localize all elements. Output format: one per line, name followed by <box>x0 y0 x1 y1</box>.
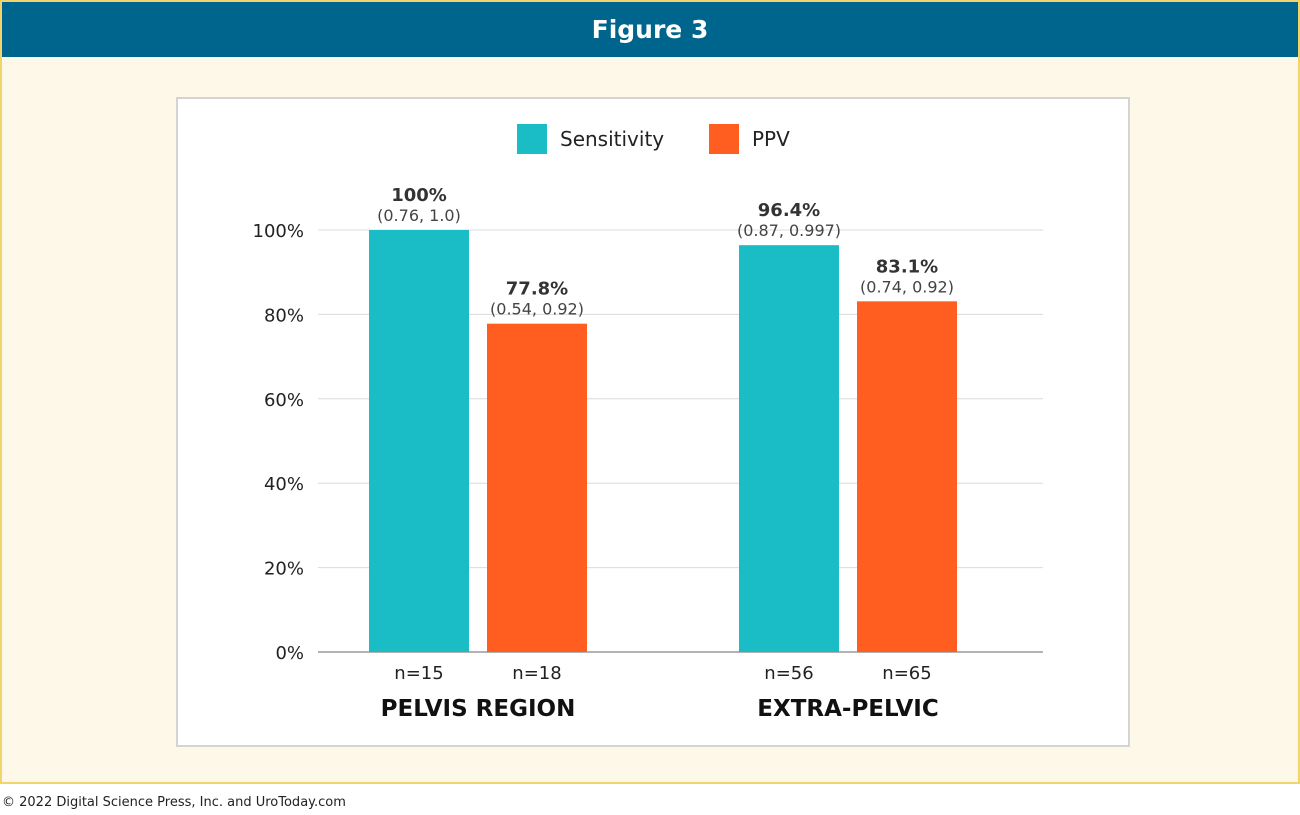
bar <box>487 323 587 652</box>
copyright-footer: © 2022 Digital Science Press, Inc. and U… <box>2 795 346 810</box>
category-label: EXTRA-PELVIC <box>757 696 938 722</box>
figure-title: Figure 3 <box>2 2 1298 57</box>
y-tick-label: 0% <box>275 643 304 664</box>
bar <box>739 245 839 652</box>
bar-ci-label: (0.54, 0.92) <box>490 300 584 319</box>
y-tick-label: 40% <box>264 474 304 495</box>
bar-n-label: n=15 <box>394 663 443 684</box>
figure-frame: Figure 3 0% 20% 40% 60% 80% 100% 100% (0.76, 1.… <box>0 0 1300 784</box>
y-tick-label: 80% <box>264 305 304 326</box>
bar-n-label: n=56 <box>764 663 813 684</box>
bar-value-label: 100% <box>391 185 447 206</box>
bar-value-label: 96.4% <box>758 200 820 221</box>
chart-panel: 0% 20% 40% 60% 80% 100% 100% (0.76, 1.0) n=15 96.… <box>176 97 1130 747</box>
category-label: PELVIS REGION <box>381 696 576 722</box>
bar-value-label: 83.1% <box>876 256 938 277</box>
legend-swatch <box>709 124 739 154</box>
bar-ci-label: (0.74, 0.92) <box>860 277 954 296</box>
legend-swatch <box>517 124 547 154</box>
y-tick-label: 100% <box>253 221 304 242</box>
bar-value-label: 77.8% <box>506 279 568 300</box>
bar-ci-label: (0.87, 0.997) <box>737 221 841 240</box>
legend-label: PPV <box>752 127 790 151</box>
bar <box>857 301 957 652</box>
bar-n-label: n=18 <box>512 663 561 684</box>
legend-label: Sensitivity <box>560 127 664 151</box>
y-tick-label: 60% <box>264 390 304 411</box>
bar <box>369 230 469 652</box>
bar-n-label: n=65 <box>882 663 931 684</box>
bar-chart: 0%20%40%60%80%100%100%(0.76, 1.0)n=1596.… <box>253 124 1043 722</box>
y-tick-label: 20% <box>264 559 304 580</box>
bar-ci-label: (0.76, 1.0) <box>377 206 461 225</box>
